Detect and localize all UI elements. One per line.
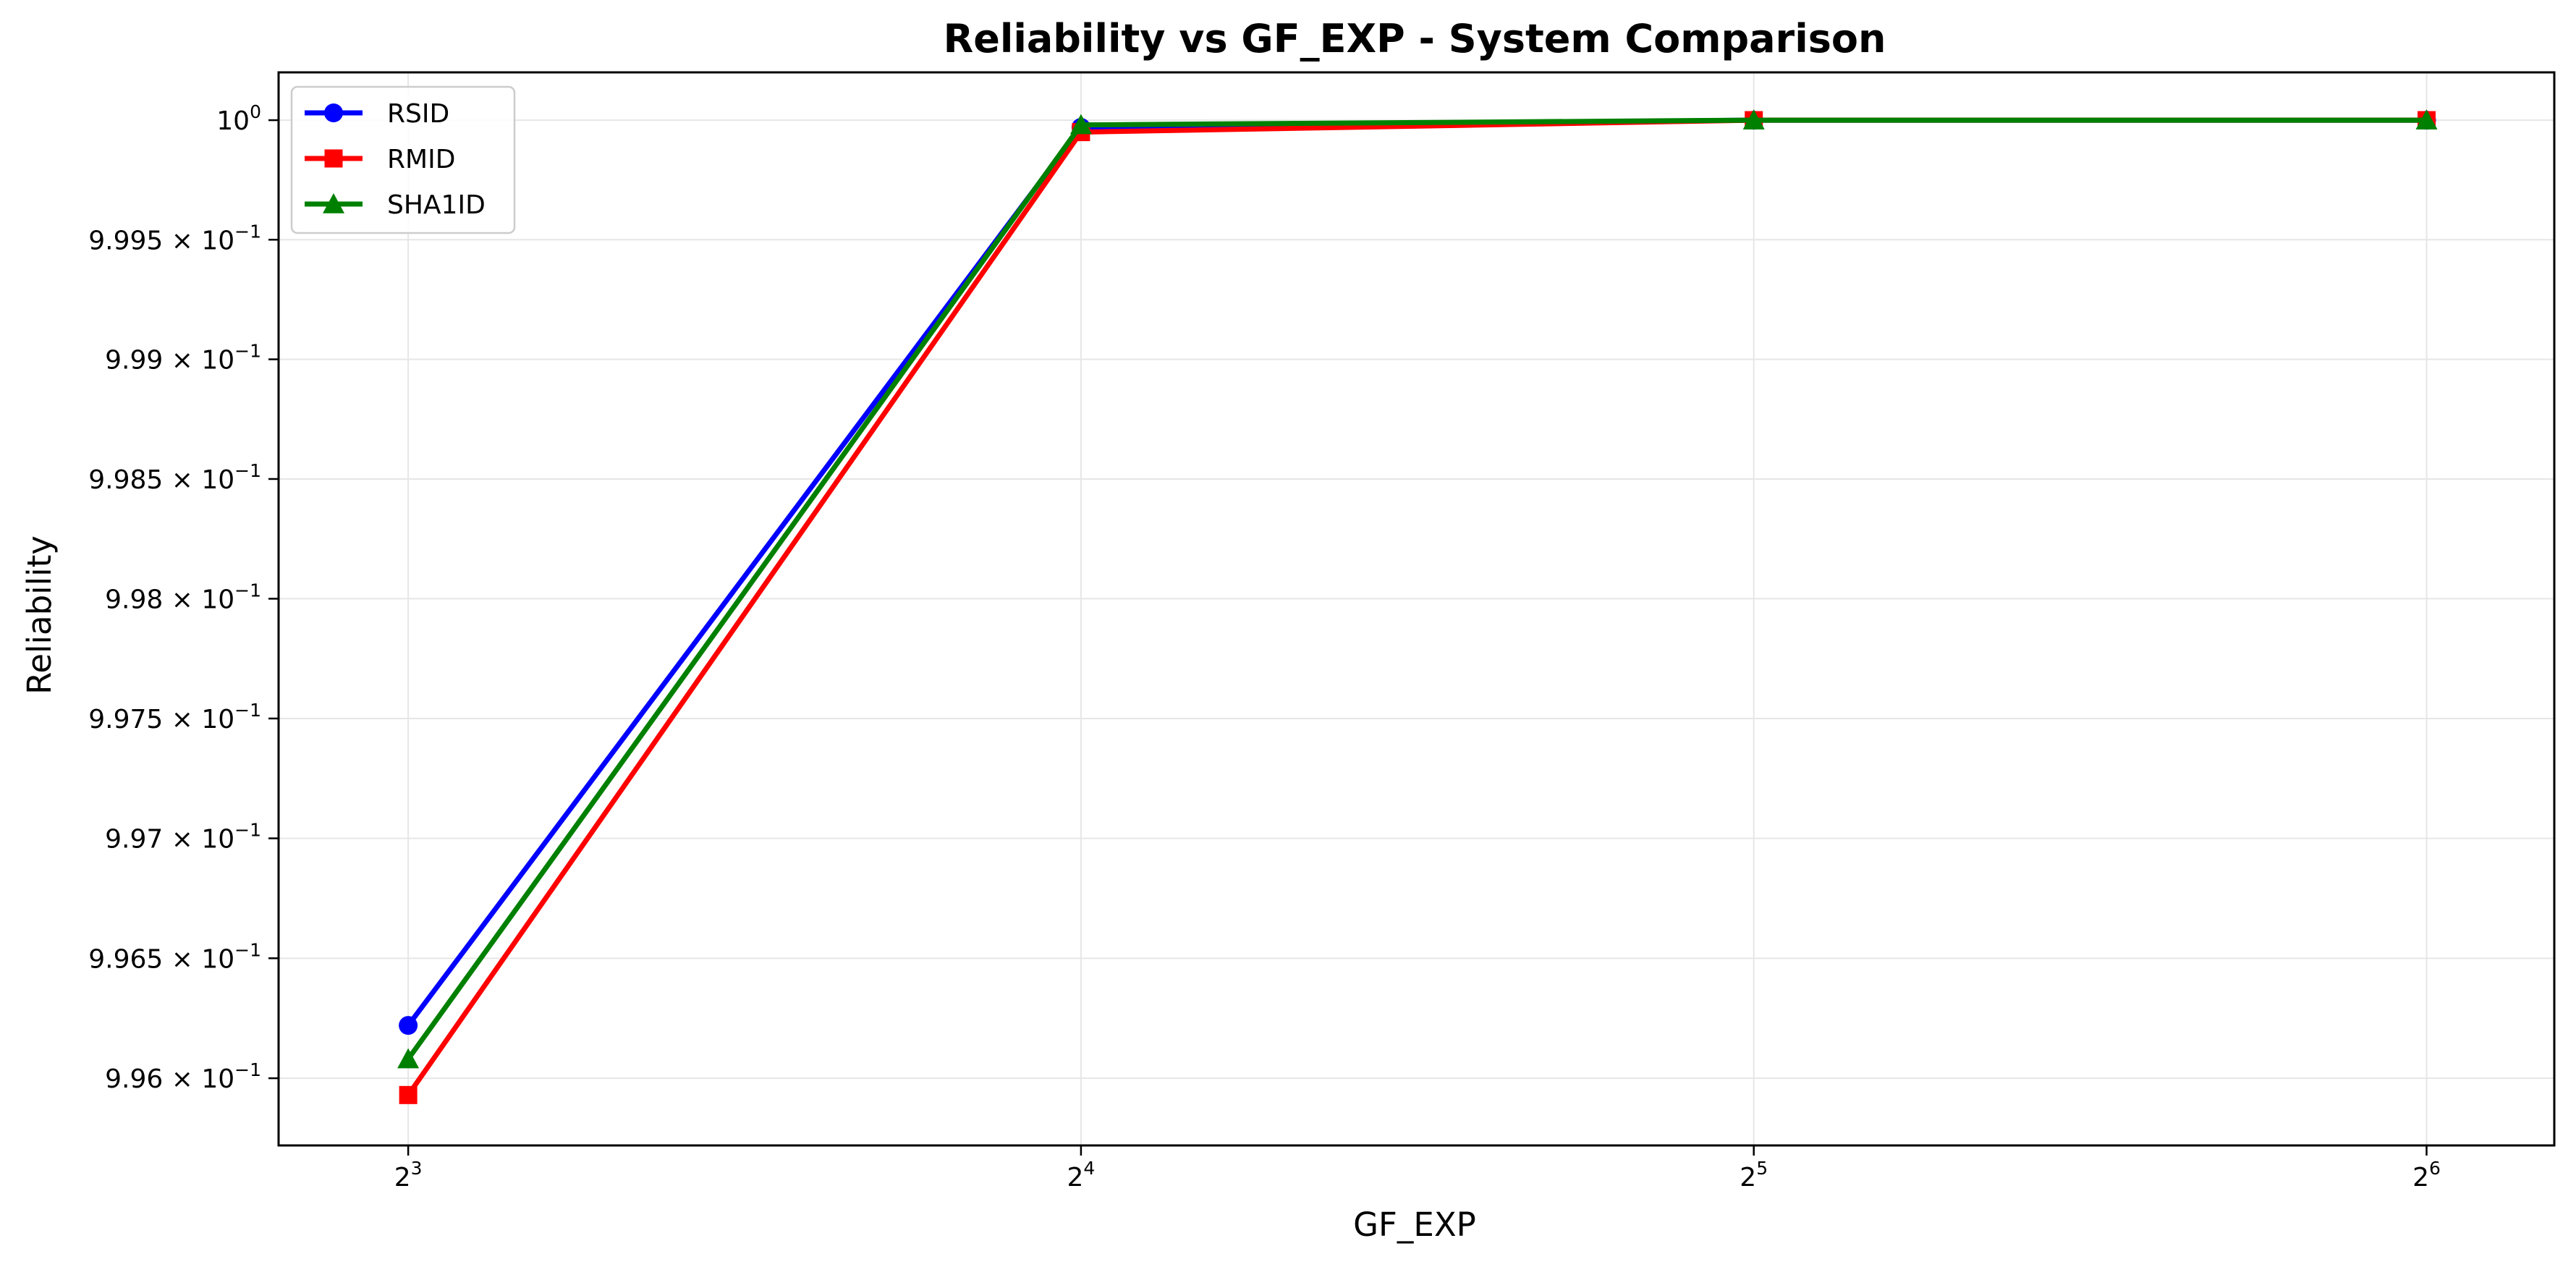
y-tick-label: 9.97 × 10−1 — [105, 820, 261, 855]
y-axis-label: Reliability — [20, 535, 59, 695]
y-tick-label: 9.985 × 10−1 — [88, 460, 261, 495]
legend-item-sha1id: SHA1ID — [305, 190, 486, 220]
legend-marker — [324, 149, 343, 168]
data-point — [1742, 109, 1765, 130]
legend-marker — [323, 193, 344, 213]
y-tick-label: 9.98 × 10−1 — [105, 580, 261, 614]
plot-area — [277, 71, 2556, 1147]
chart-title: Reliability vs GF_EXP - System Compariso… — [944, 16, 1886, 62]
y-tick-label: 9.965 × 10−1 — [88, 939, 261, 974]
x-tick-label: 23 — [394, 1158, 423, 1192]
x-axis-label: GF_EXP — [1353, 1205, 1476, 1244]
legend-marker — [324, 103, 343, 122]
data-point — [399, 1016, 418, 1035]
legend-label: SHA1ID — [387, 190, 486, 220]
y-tick-label: 9.995 × 10−1 — [88, 221, 261, 255]
x-tick-label: 24 — [1067, 1158, 1096, 1192]
data-point — [399, 1085, 418, 1104]
y-tick-label: 9.975 × 10−1 — [88, 700, 261, 734]
grid — [279, 72, 2554, 1145]
legend-label: RMID — [387, 145, 455, 174]
series-sha1id — [397, 109, 2438, 1069]
legend-item-rmid: RMID — [305, 145, 455, 174]
ticks: 23 24 25 26 9.96 × 10−1 9.965 × 10−1 9.97 × 10… — [88, 101, 2441, 1192]
series-layer — [397, 109, 2438, 1104]
legend-item-rsid: RSID — [305, 99, 449, 129]
legend-box — [290, 85, 516, 234]
y-tick-label: 9.96 × 10−1 — [105, 1059, 261, 1094]
legend: RSID RMID SHA1ID — [290, 85, 516, 234]
data-point — [2415, 109, 2438, 130]
data-point — [1069, 114, 1092, 135]
x-tick-label: 25 — [1740, 1158, 1768, 1192]
x-tick-label: 26 — [2412, 1158, 2441, 1192]
legend-label: RSID — [387, 99, 449, 129]
series-line — [406, 117, 2427, 1061]
data-point — [397, 1048, 420, 1069]
y-tick-label: 100 — [216, 101, 261, 136]
y-tick-label: 9.99 × 10−1 — [105, 341, 261, 376]
